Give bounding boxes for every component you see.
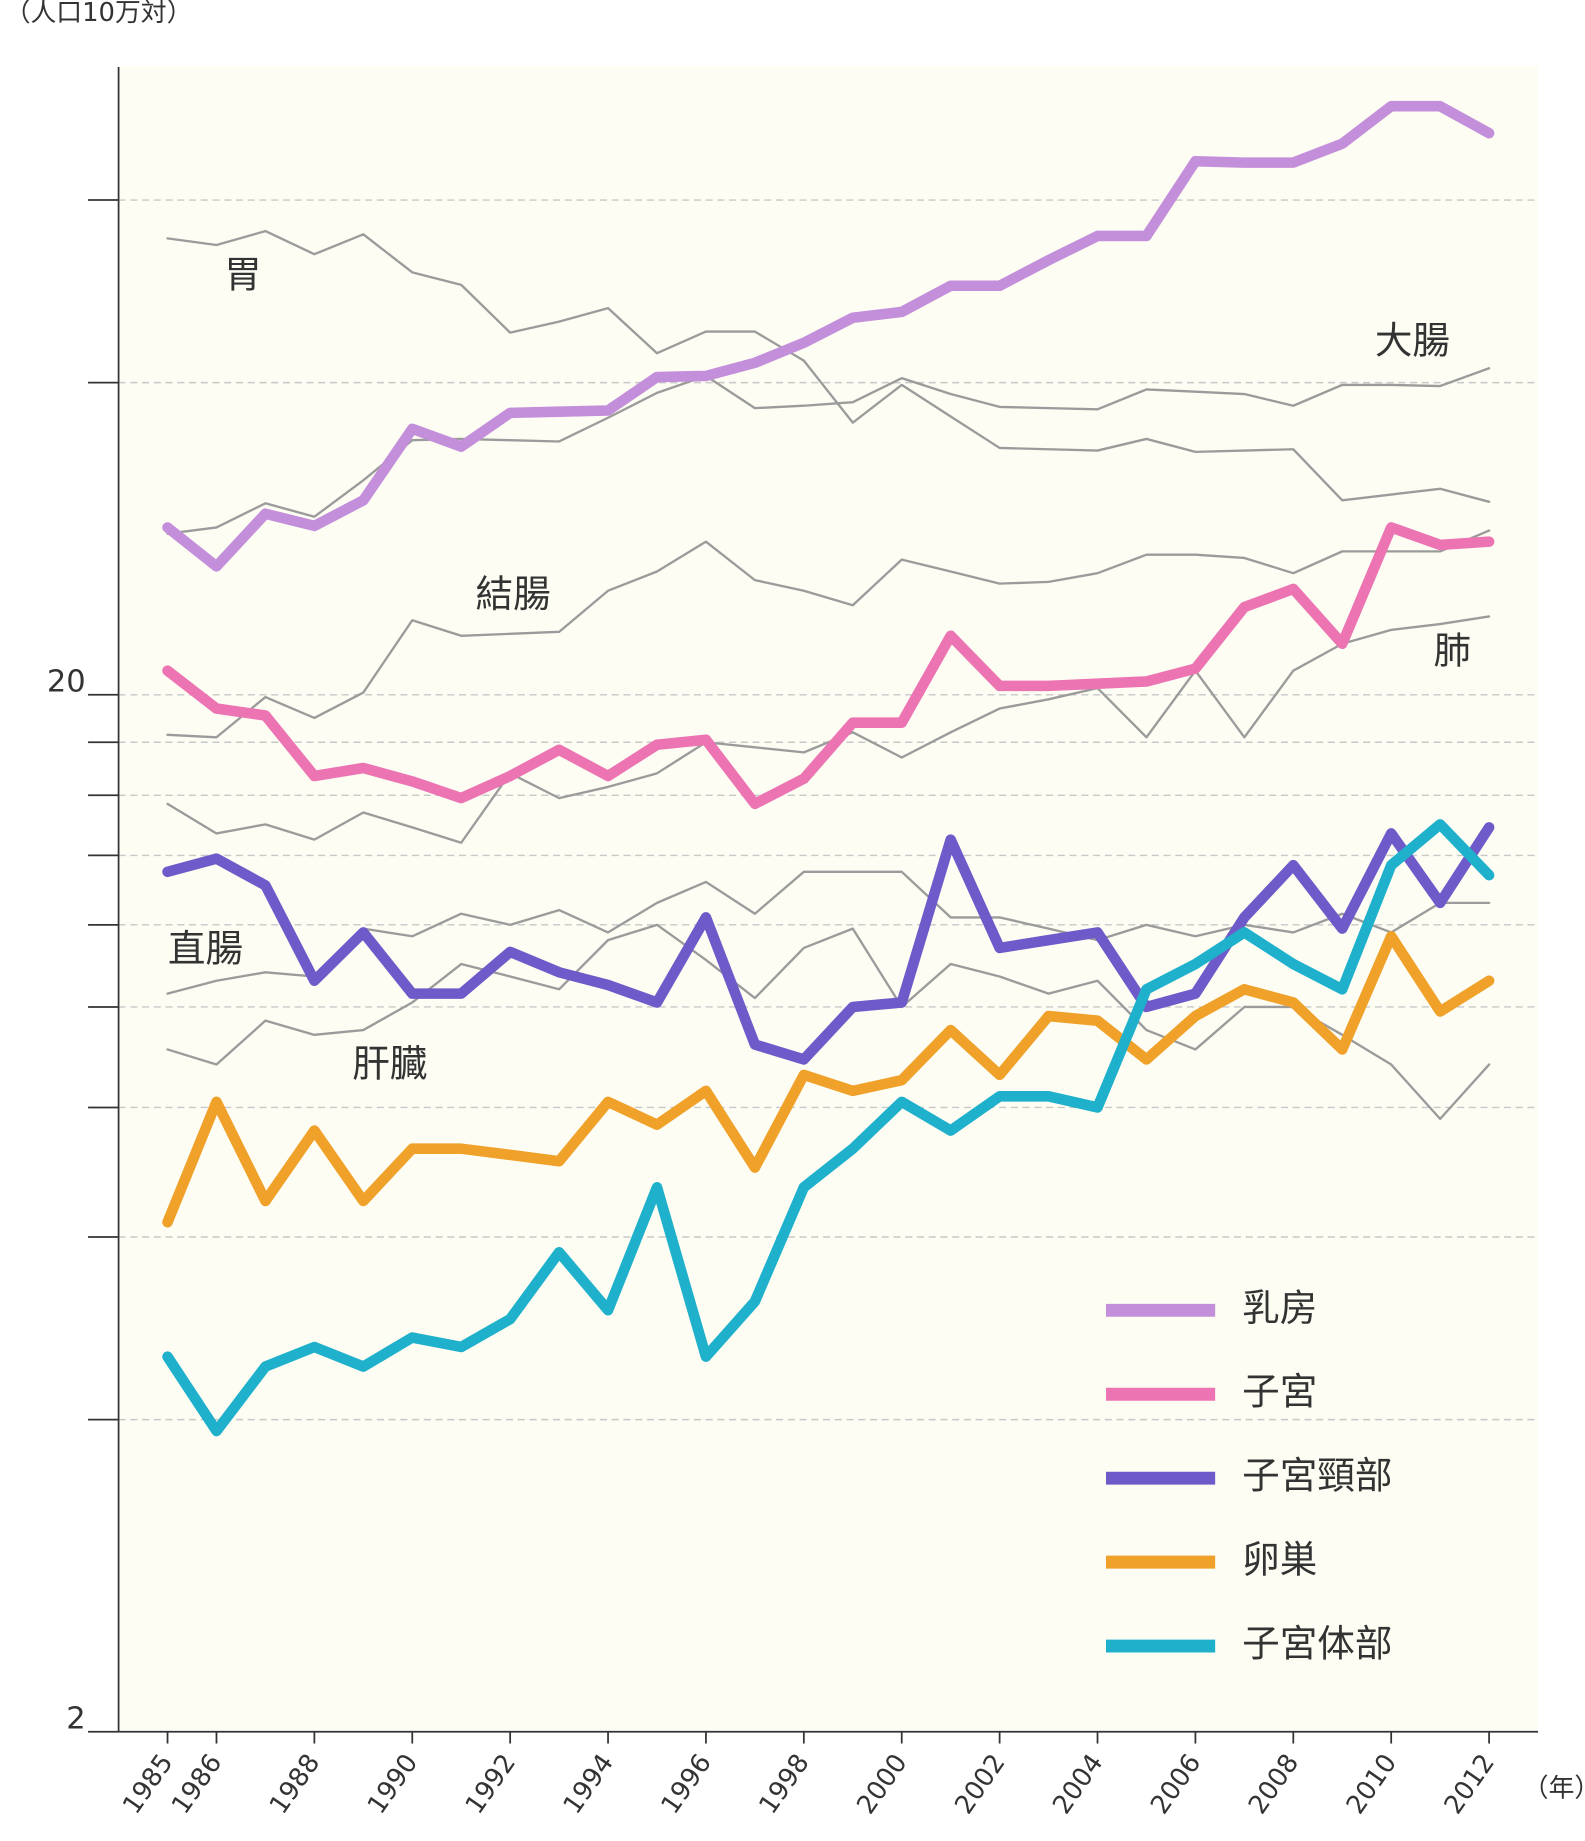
x-tick-label: 1990	[362, 1749, 424, 1820]
y-tick-label: 20	[47, 665, 86, 700]
x-tick-label: 2008	[1243, 1749, 1305, 1820]
x-tick-label: 2004	[1047, 1749, 1109, 1820]
series-annotation: 肝臓	[352, 1042, 427, 1086]
plot-area	[118, 66, 1539, 1732]
series-line	[162, 100, 1495, 572]
series-annotation: 結腸	[476, 572, 551, 616]
reference-line	[166, 229, 1491, 503]
series-line	[162, 822, 1495, 1065]
x-tick-label: 1988	[264, 1749, 326, 1820]
reference-line	[166, 870, 1491, 995]
x-axis-label: （年）	[1523, 1773, 1585, 1803]
legend-label: 卵巣	[1242, 1538, 1317, 1582]
x-tick-label: 2002	[949, 1749, 1011, 1820]
series-annotation: 肺	[1434, 628, 1472, 672]
x-tick-label: 1986	[166, 1749, 228, 1820]
legend-label: 子宮	[1242, 1370, 1317, 1414]
legend-label: 子宮体部	[1242, 1622, 1392, 1666]
x-tick-label: 2010	[1341, 1749, 1403, 1820]
x-tick-label: 2012	[1439, 1749, 1501, 1820]
legend-label: 子宮頸部	[1242, 1454, 1392, 1498]
legend-label: 乳房	[1242, 1286, 1317, 1330]
y-tick-label: 2	[66, 1702, 85, 1737]
x-tick-label: 1992	[460, 1749, 522, 1820]
series-line	[162, 930, 1495, 1228]
x-tick-label: 2006	[1145, 1749, 1207, 1820]
series-annotation: 胃	[224, 253, 262, 297]
reference-line	[166, 529, 1491, 739]
series-annotation: 大腸	[1375, 318, 1450, 362]
x-tick-label: 1994	[558, 1749, 620, 1820]
series-line	[162, 819, 1495, 1437]
y-axis-label: （人口10万対）	[5, 0, 193, 28]
reference-line	[166, 923, 1491, 1121]
x-tick-label: 1996	[656, 1749, 718, 1820]
x-tick-label: 2000	[851, 1749, 913, 1820]
x-tick-label: 1998	[753, 1749, 815, 1820]
series-annotation: 直腸	[168, 927, 243, 971]
reference-line	[166, 615, 1491, 844]
series-line	[162, 522, 1495, 810]
x-tick-label: 1985	[117, 1749, 179, 1820]
